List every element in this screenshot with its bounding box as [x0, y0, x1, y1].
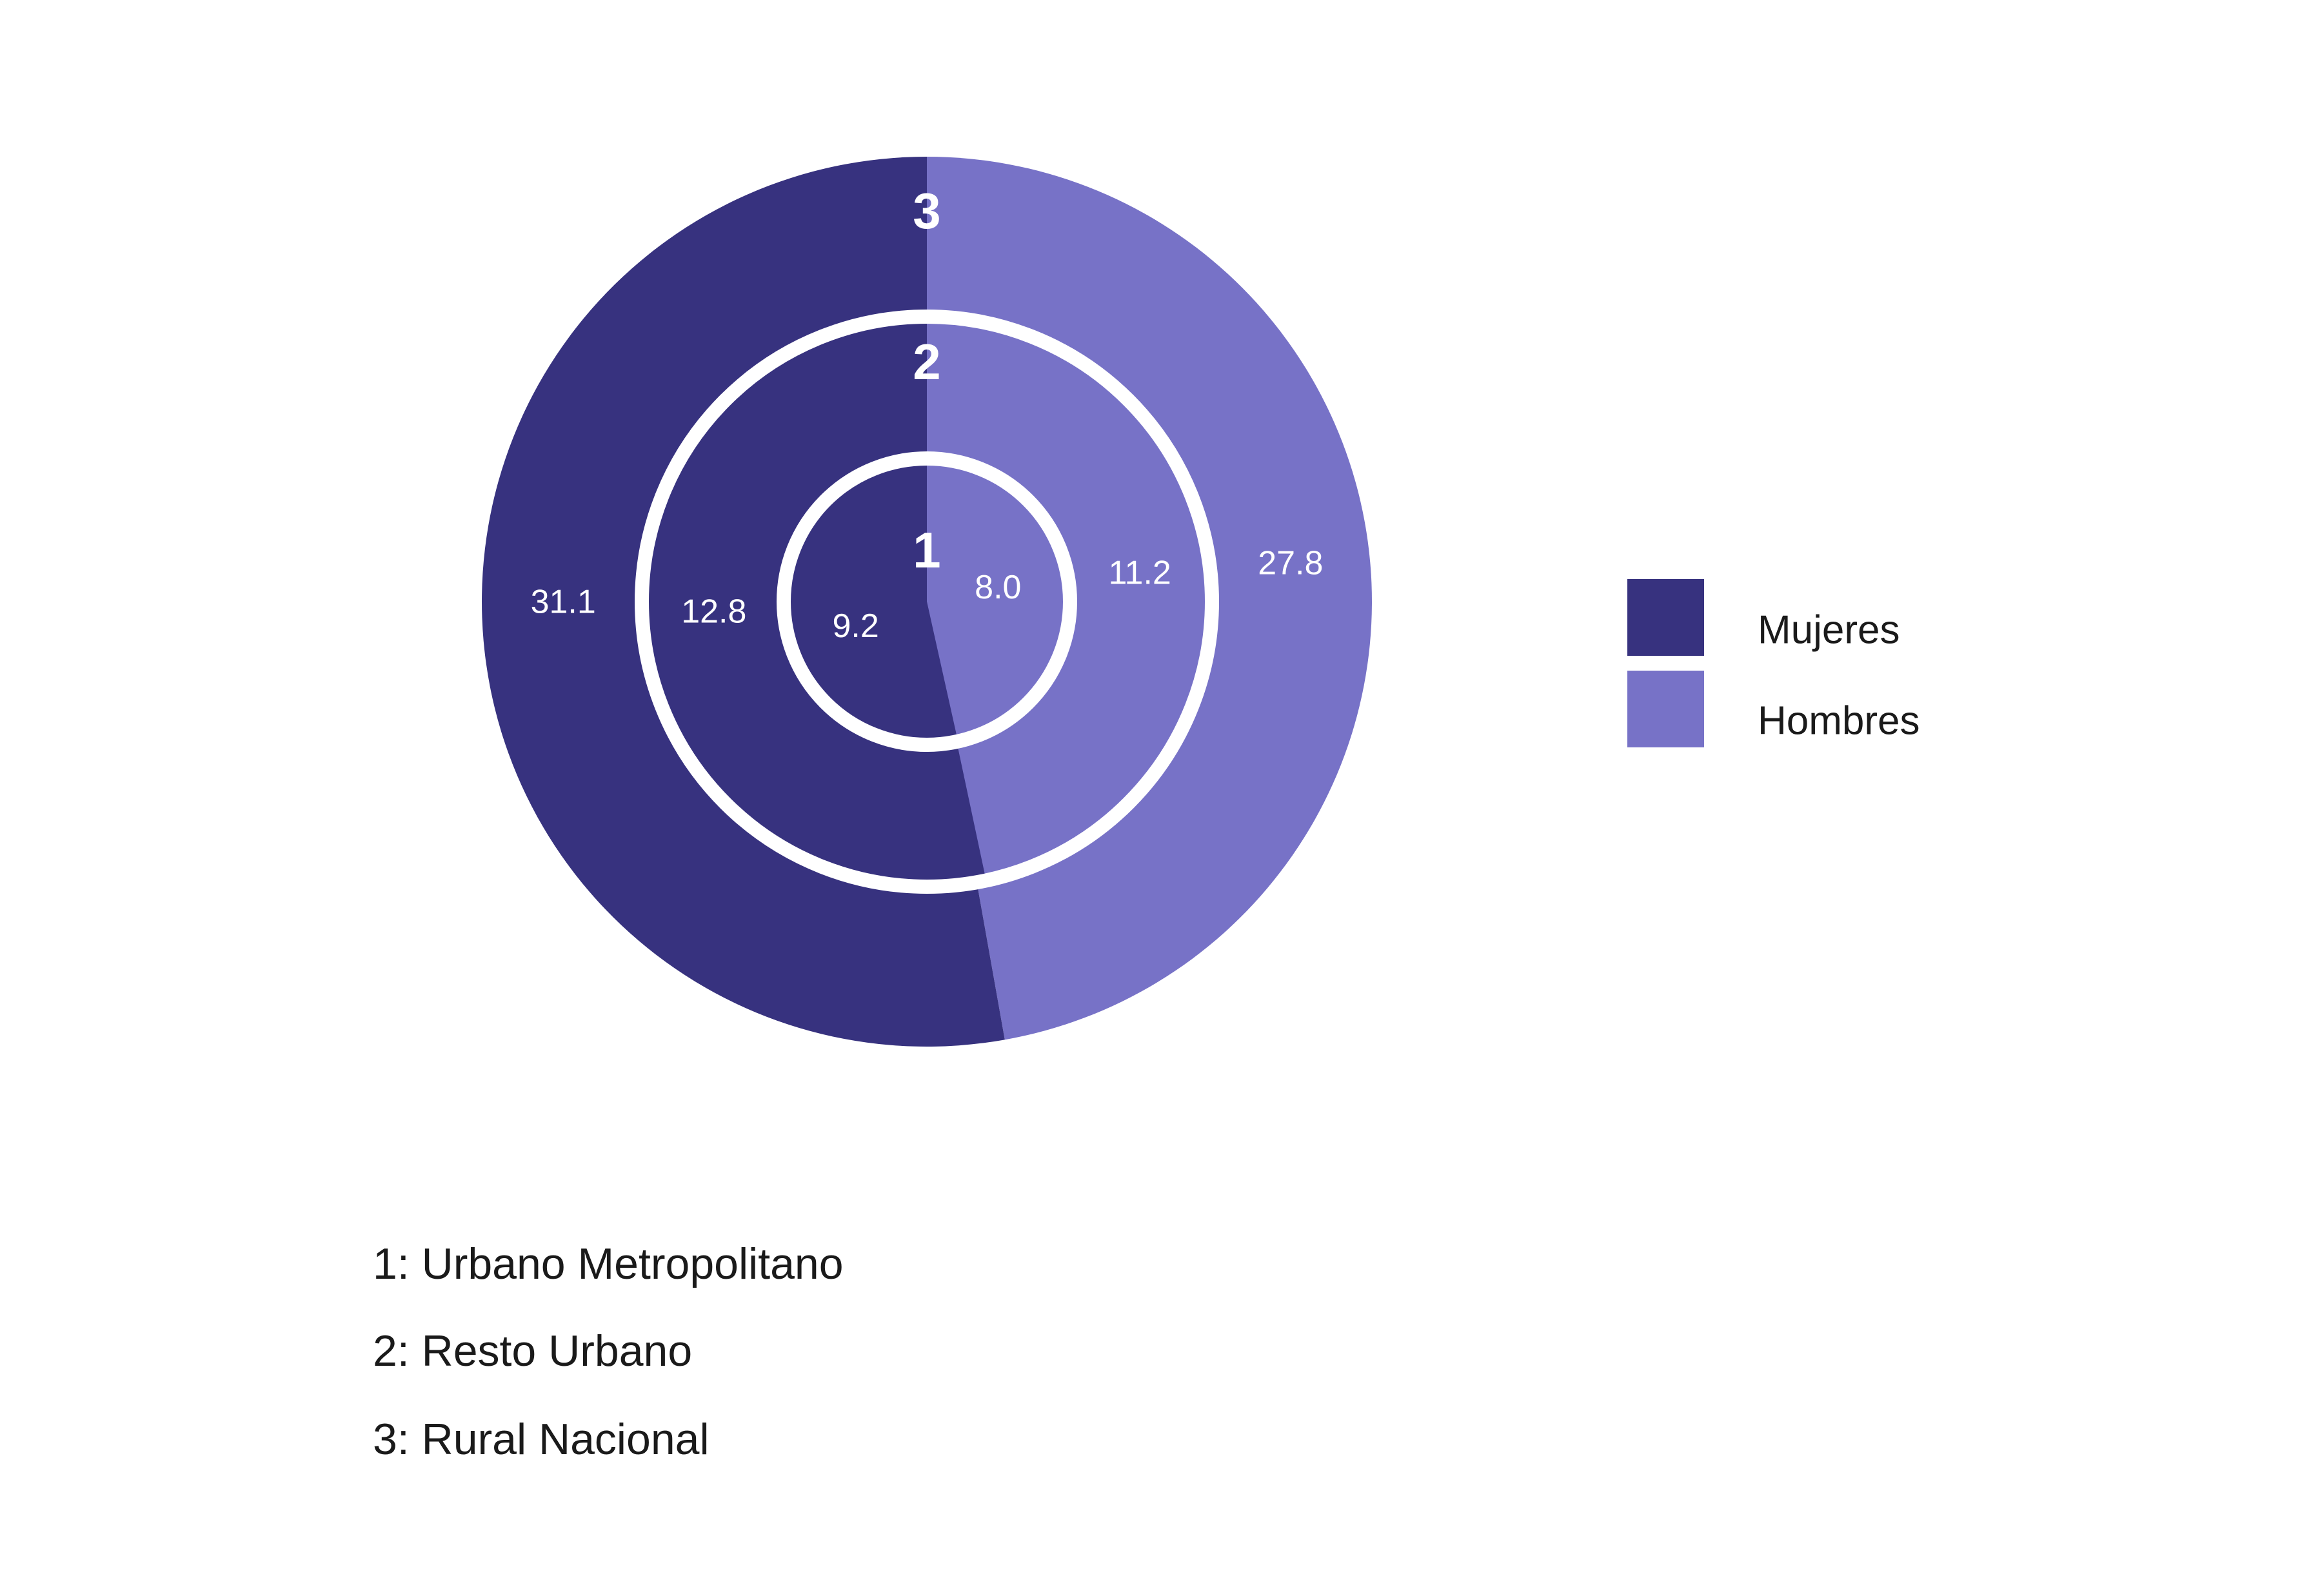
key-item-2: 2: Resto Urbano: [373, 1326, 692, 1375]
legend-label-mujeres: Mujeres: [1758, 608, 1900, 653]
legend-swatch-mujeres: [1623, 575, 1708, 660]
value-label-ring3-hombres: 27.8: [1258, 544, 1323, 582]
value-label-ring1-hombres: 8.0: [975, 569, 1021, 606]
value-label-ring1-mujeres: 9.2: [833, 607, 879, 645]
ring-separator-2: [635, 310, 1219, 894]
ring-separator-1: [777, 451, 1077, 752]
labels-layer: 27.8 31.1 3 11.2 12.8 2 8.0 9.2 1: [531, 182, 1324, 645]
key-item-1: 1: Urbano Metropolitano: [373, 1239, 844, 1288]
value-label-ring3-mujeres: 31.1: [531, 583, 596, 620]
slice-ring1-hombres: [927, 458, 1071, 742]
ring-number-2: 2: [913, 333, 940, 390]
legend-swatch-hombres: [1623, 667, 1708, 751]
rings-layer: [482, 157, 1373, 1047]
legend-label-hombres: Hombres: [1758, 699, 1920, 744]
ring-key: 1: Urbano Metropolitano 2: Resto Urbano …: [373, 1239, 844, 1464]
ring-number-1: 1: [913, 522, 940, 578]
value-label-ring2-mujeres: 12.8: [681, 593, 746, 630]
slice-ring1-mujeres: [784, 458, 958, 745]
ring-number-3: 3: [913, 182, 940, 239]
key-item-3: 3: Rural Nacional: [373, 1415, 710, 1464]
legend: Mujeres Hombres: [1623, 575, 1920, 751]
value-label-ring2-hombres: 11.2: [1109, 554, 1171, 591]
